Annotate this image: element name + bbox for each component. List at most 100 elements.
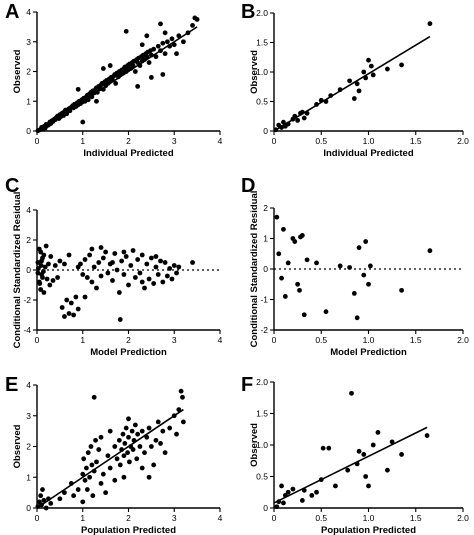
data-point <box>73 294 79 300</box>
data-point <box>112 477 118 483</box>
data-point <box>142 450 147 456</box>
data-point <box>354 315 360 321</box>
data-point <box>134 456 140 462</box>
y-tick-label: 0 <box>26 503 31 513</box>
x-tick-label: 1.5 <box>410 513 422 523</box>
y-axis-title-c: Conditional Standardized Residual <box>12 192 23 349</box>
x-tick-label: 1 <box>80 335 85 345</box>
data-point <box>178 388 184 394</box>
data-point <box>84 275 90 280</box>
x-tick-label: 3 <box>172 513 177 523</box>
data-point <box>385 467 390 473</box>
data-point <box>181 39 186 45</box>
data-point <box>82 257 88 262</box>
data-point <box>318 97 324 103</box>
x-tick-label: 3 <box>172 335 177 345</box>
x-tick-label: 0.5 <box>315 335 327 345</box>
data-point <box>112 444 118 449</box>
data-point <box>41 497 47 503</box>
data-point <box>174 51 179 57</box>
data-point <box>427 21 433 27</box>
data-point <box>131 437 137 443</box>
x-tick-label: 2.0 <box>457 335 469 345</box>
panel-letter-e: E <box>5 374 18 396</box>
data-point <box>385 66 390 72</box>
data-point <box>81 456 87 462</box>
data-point <box>276 251 282 257</box>
data-point <box>185 30 191 36</box>
x-tick-label: 4 <box>218 513 223 523</box>
regression-line-b <box>273 35 431 132</box>
data-point <box>361 272 367 278</box>
data-point <box>309 493 315 498</box>
data-point <box>82 294 88 300</box>
data-point <box>91 468 97 474</box>
y-tick-label: 3 <box>26 37 31 47</box>
data-point <box>190 260 195 265</box>
data-point <box>354 81 360 87</box>
data-point <box>162 260 168 265</box>
data-point <box>314 260 319 266</box>
data-point <box>160 40 166 46</box>
data-point <box>125 450 130 456</box>
data-point <box>68 481 74 486</box>
data-point <box>281 500 286 506</box>
data-point <box>153 437 159 443</box>
x-tick-label: 1 <box>80 513 85 523</box>
panel-e: E 0 1 2 3 4 0 1 2 3 4 Population Predicted Observed <box>5 374 223 535</box>
data-point <box>399 452 404 457</box>
data-point <box>155 419 161 425</box>
data-point <box>39 502 44 508</box>
data-point <box>167 43 173 49</box>
panel-f: F 0 0.5 1.0 1.5 2.0 0 0.5 1.0 1.5 2.0 Population Pr… <box>241 374 469 535</box>
data-point <box>399 287 404 293</box>
y-tick-label: 3 <box>26 411 31 421</box>
data-point <box>279 483 284 489</box>
data-point <box>151 281 157 286</box>
data-point <box>323 309 329 315</box>
data-point <box>304 257 310 263</box>
data-point <box>75 264 81 270</box>
y-axis-title-a: Observed <box>12 49 23 93</box>
y-tick-label: 2.0 <box>256 8 268 18</box>
data-point <box>110 77 115 83</box>
panel-c: C 0 1 2 3 4 -4 -2 0 2 4 Model Prediction Conditional… <box>5 175 223 358</box>
data-point <box>301 487 307 493</box>
y-tick-label: -2 <box>23 295 31 305</box>
data-point <box>144 261 150 267</box>
data-point <box>116 290 122 295</box>
data-point <box>190 22 195 28</box>
y-tick-label: 0 <box>26 126 31 136</box>
data-point <box>129 428 135 434</box>
x-axis-title-f: Population Predicted <box>321 525 416 535</box>
data-point <box>158 21 163 27</box>
data-point <box>295 281 301 287</box>
data-point <box>48 254 54 259</box>
data-point <box>399 62 404 68</box>
data-point <box>144 54 150 60</box>
x-tick-label: 1.5 <box>410 335 422 345</box>
data-point <box>38 287 44 292</box>
data-point <box>40 487 45 492</box>
data-point <box>151 46 157 52</box>
data-point <box>151 462 157 468</box>
data-point <box>274 504 280 510</box>
y-axis-title-b: Observed <box>249 50 260 94</box>
data-point <box>64 111 70 117</box>
data-point <box>80 471 86 477</box>
data-point <box>285 489 291 495</box>
data-point <box>375 430 381 435</box>
data-point <box>107 465 113 471</box>
data-point <box>424 433 430 438</box>
data-point <box>158 441 163 446</box>
data-point <box>91 264 97 270</box>
y-tick-label: 2 <box>263 203 268 213</box>
data-point <box>132 422 138 428</box>
y-tick-label: 0 <box>263 264 268 274</box>
x-tick-label: 4 <box>218 335 223 345</box>
data-point <box>89 246 95 252</box>
data-point <box>123 254 129 259</box>
y-tick-label: 2 <box>26 235 31 245</box>
data-point <box>84 487 90 492</box>
data-point <box>130 63 136 68</box>
